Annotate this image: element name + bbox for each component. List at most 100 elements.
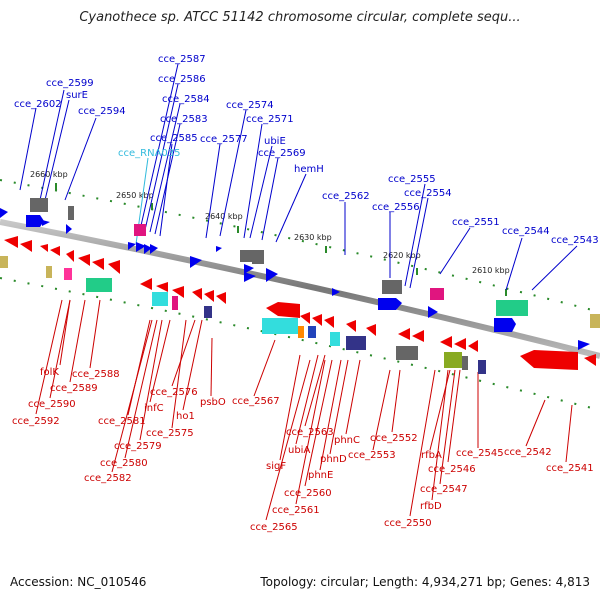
gene-label-forward[interactable]: cce_2587 bbox=[158, 54, 206, 65]
gene-label-reverse[interactable]: ubiA bbox=[288, 445, 310, 456]
gene-arrow-reverse bbox=[454, 338, 466, 350]
gene-label-forward[interactable]: cce_2555 bbox=[388, 174, 436, 185]
gene-label-forward[interactable]: surE bbox=[66, 90, 88, 101]
gene-label-reverse[interactable]: cce_2579 bbox=[114, 441, 162, 452]
gene-label-reverse[interactable]: cce_2575 bbox=[146, 428, 194, 439]
gene-label-reverse[interactable]: cce_2552 bbox=[370, 433, 418, 444]
gene-label-reverse[interactable]: cce_2563 bbox=[286, 427, 334, 438]
gene-label-forward[interactable]: cce_2584 bbox=[162, 94, 210, 105]
gene-label-reverse[interactable]: cce_2541 bbox=[546, 463, 594, 474]
gene-label-forward[interactable]: cce_2554 bbox=[404, 188, 452, 199]
gene-label-reverse[interactable]: ho1 bbox=[176, 411, 195, 422]
gene-label-forward[interactable]: cce_2577 bbox=[200, 134, 248, 145]
gene-label-reverse[interactable]: cce_2590 bbox=[28, 399, 76, 410]
gene-label-reverse[interactable]: psbO bbox=[200, 397, 226, 408]
gene-label-reverse[interactable]: folK bbox=[40, 367, 59, 378]
feature-box bbox=[396, 346, 418, 360]
scale-label: 2610 kbp bbox=[472, 266, 510, 275]
gene-arrow-reverse bbox=[300, 312, 310, 324]
chromosome-backbone bbox=[0, 219, 600, 359]
feature-box bbox=[298, 326, 304, 338]
gene-label-reverse[interactable]: cce_2561 bbox=[272, 505, 320, 516]
gene-label-reverse[interactable]: phnE bbox=[308, 470, 333, 481]
feature-box bbox=[382, 280, 402, 294]
gene-label-reverse[interactable]: cce_2565 bbox=[250, 522, 298, 533]
feature-box bbox=[240, 250, 252, 262]
gene-label-reverse[interactable]: cce_2580 bbox=[100, 458, 148, 469]
gene-label-forward[interactable]: cce_2585 bbox=[150, 133, 198, 144]
gene-label-forward[interactable]: cce_2556 bbox=[372, 202, 420, 213]
other-features bbox=[0, 198, 600, 374]
gene-arrow-forward bbox=[216, 246, 222, 252]
feature-box bbox=[430, 288, 444, 300]
feature-box bbox=[30, 198, 48, 212]
gene-label-rna[interactable]: cce_RNA035 bbox=[118, 148, 181, 159]
gene-label-forward[interactable]: cce_2562 bbox=[322, 191, 370, 202]
feature-box bbox=[64, 268, 72, 280]
gene-label-forward[interactable]: cce_2543 bbox=[551, 235, 599, 246]
gene-arrow-forward bbox=[428, 306, 438, 318]
gene-label-forward[interactable]: cce_2586 bbox=[158, 74, 206, 85]
gene-arrow-forward bbox=[332, 288, 340, 296]
gene-label-reverse[interactable]: cce_2553 bbox=[348, 450, 396, 461]
gene-arrow-reverse bbox=[156, 282, 168, 292]
gene-label-reverse[interactable]: cce_2567 bbox=[232, 396, 280, 407]
gene-arrow-reverse bbox=[140, 278, 152, 290]
gene-label-forward[interactable]: cce_2602 bbox=[14, 99, 62, 110]
gene-label-forward[interactable]: cce_2571 bbox=[246, 114, 294, 125]
gene-arrow-reverse bbox=[92, 258, 104, 270]
gene-arrow-forward bbox=[128, 242, 136, 250]
feature-box bbox=[346, 336, 366, 350]
gene-arrow-forward bbox=[150, 244, 158, 254]
reverse-genes bbox=[4, 236, 596, 370]
gene-label-reverse[interactable]: cce_2560 bbox=[284, 488, 332, 499]
gene-arrow-forward bbox=[66, 224, 72, 234]
gene-label-forward[interactable]: cce_2594 bbox=[78, 106, 126, 117]
gene-label-forward[interactable]: hemH bbox=[294, 164, 324, 175]
major-ticks bbox=[55, 183, 507, 296]
gene-label-reverse[interactable]: cce_2592 bbox=[12, 416, 60, 427]
gene-label-forward[interactable]: cce_2574 bbox=[226, 100, 274, 111]
reverse-leader-lines bbox=[35, 299, 573, 521]
gene-label-reverse[interactable]: cce_2589 bbox=[50, 383, 98, 394]
gene-arrow-reverse bbox=[204, 290, 214, 302]
gene-label-forward[interactable]: cce_2599 bbox=[46, 78, 94, 89]
gene-label-forward[interactable]: cce_2551 bbox=[452, 217, 500, 228]
gene-arrow-forward bbox=[190, 256, 202, 268]
gene-label-reverse[interactable]: cce_2550 bbox=[384, 518, 432, 529]
gene-label-forward[interactable]: ubiE bbox=[264, 136, 286, 147]
gene-label-reverse[interactable]: phnD bbox=[320, 454, 347, 465]
gene-label-reverse[interactable]: cce_2547 bbox=[420, 484, 468, 495]
gene-label-reverse[interactable]: rfbA bbox=[421, 450, 442, 461]
gene-arrow-reverse bbox=[412, 330, 424, 342]
feature-box bbox=[496, 300, 528, 316]
gene-label-reverse[interactable]: rfbD bbox=[420, 501, 442, 512]
outer-tick-row bbox=[0, 179, 600, 313]
gene-arrow-reverse bbox=[520, 350, 578, 370]
gene-arrow-reverse bbox=[50, 246, 60, 256]
feature-box bbox=[0, 256, 8, 268]
feature-box bbox=[68, 206, 74, 220]
gene-label-reverse[interactable]: phnC bbox=[334, 435, 360, 446]
feature-box bbox=[152, 292, 168, 306]
gene-arrow-forward bbox=[244, 264, 254, 274]
gene-label-forward[interactable]: cce_2569 bbox=[258, 148, 306, 159]
gene-label-reverse[interactable]: cce_2576 bbox=[150, 387, 198, 398]
gene-label-reverse[interactable]: cce_2581 bbox=[98, 416, 146, 427]
feature-box bbox=[262, 318, 298, 334]
gene-label-reverse[interactable]: cce_2546 bbox=[428, 464, 476, 475]
gene-label-reverse[interactable]: infC bbox=[144, 403, 164, 414]
gene-label-forward[interactable]: cce_2583 bbox=[160, 114, 208, 125]
gene-arrow-forward bbox=[494, 318, 516, 332]
gene-arrow-reverse bbox=[312, 314, 322, 326]
gene-label-forward[interactable]: cce_2544 bbox=[502, 226, 550, 237]
gene-label-reverse[interactable]: cce_2542 bbox=[504, 447, 552, 458]
gene-label-reverse[interactable]: cce_2545 bbox=[456, 448, 504, 459]
gene-arrow-reverse bbox=[20, 240, 32, 252]
map-title: Cyanothece sp. ATCC 51142 chromosome cir… bbox=[79, 10, 521, 25]
gene-label-reverse[interactable]: cce_2588 bbox=[72, 369, 120, 380]
gene-label-reverse[interactable]: sigF bbox=[266, 461, 286, 472]
gene-arrow-forward bbox=[26, 215, 44, 227]
gene-label-reverse[interactable]: cce_2582 bbox=[84, 473, 132, 484]
gene-arrow-reverse bbox=[192, 288, 202, 300]
